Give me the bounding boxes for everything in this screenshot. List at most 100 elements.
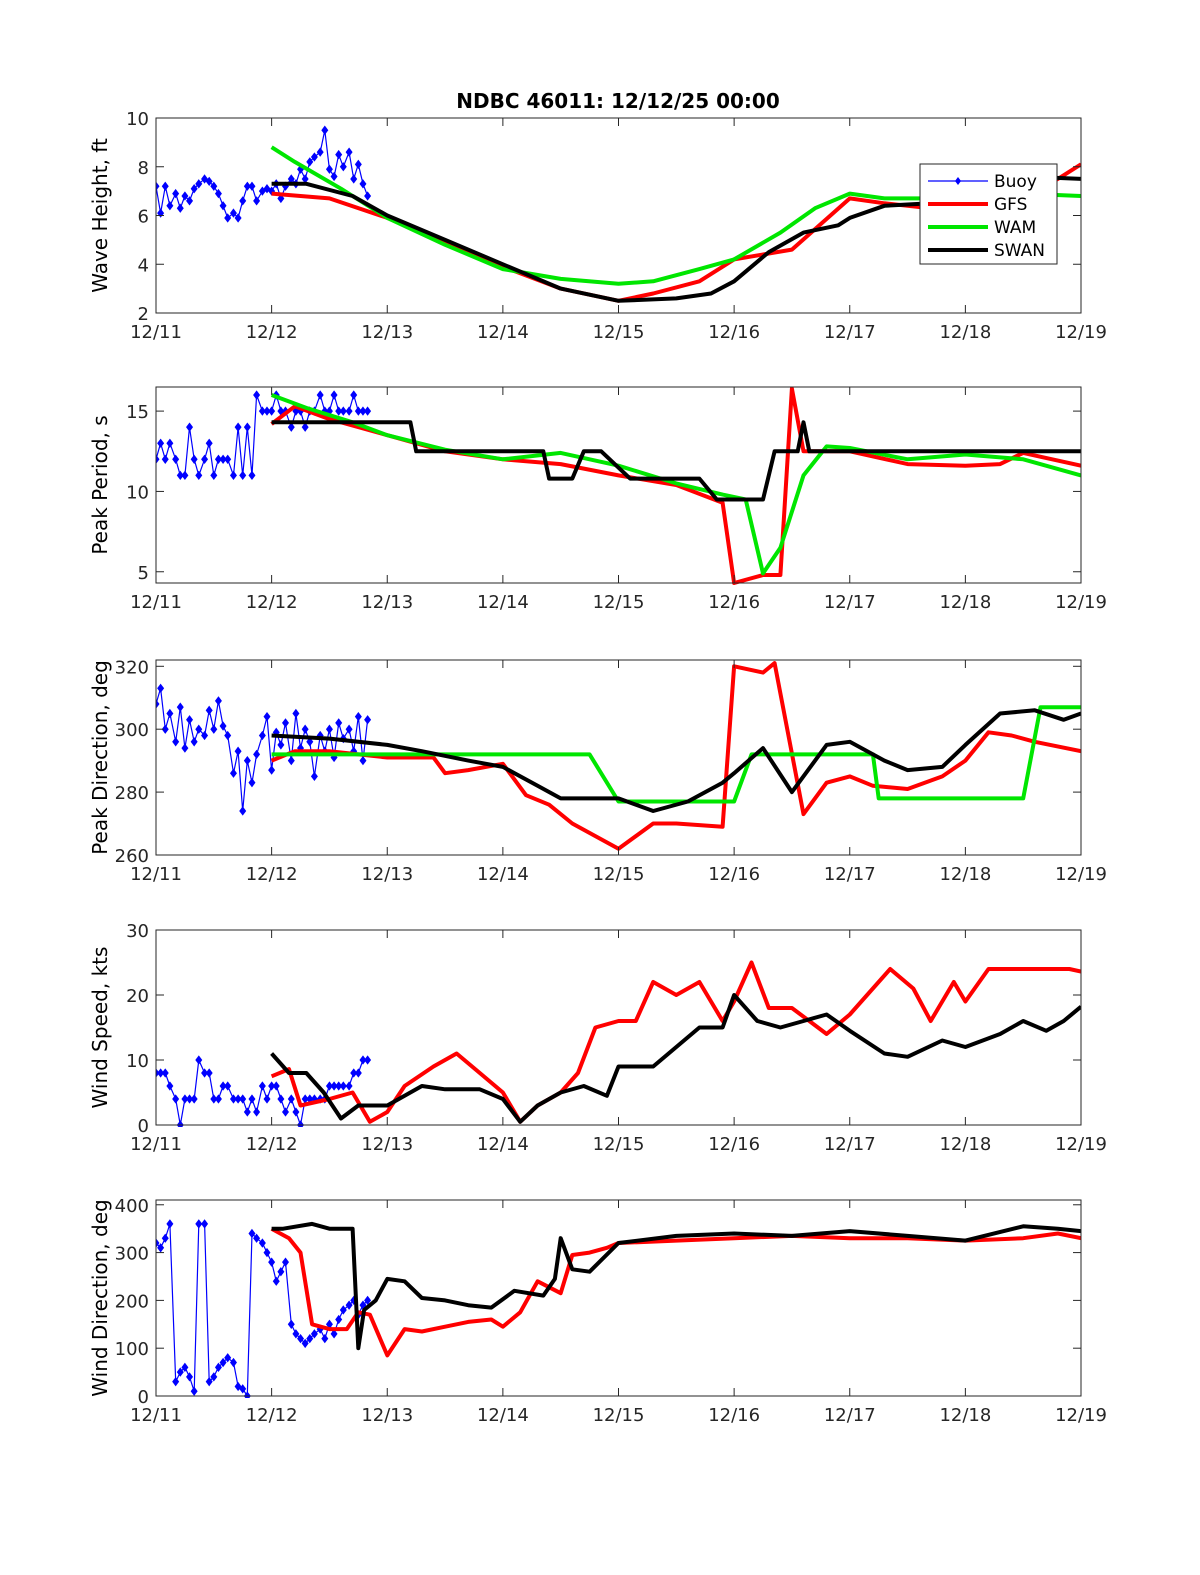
buoy-marker — [157, 208, 165, 218]
x-tick-label: 12/18 — [939, 592, 991, 613]
buoy-marker — [234, 1381, 242, 1392]
buoy-marker — [292, 406, 300, 416]
buoy-marker — [335, 1314, 343, 1325]
buoy-marker — [190, 737, 198, 747]
buoy-marker — [287, 755, 295, 766]
buoy-marker — [214, 696, 222, 706]
buoy-marker — [316, 390, 324, 400]
buoy-marker — [224, 213, 232, 223]
buoy-marker — [321, 125, 329, 135]
buoy-marker — [234, 746, 242, 756]
buoy-marker — [359, 1055, 367, 1065]
buoy-marker — [176, 470, 184, 481]
x-tick-label: 12/16 — [708, 322, 760, 343]
x-tick-label: 12/18 — [939, 1405, 991, 1426]
buoy-marker — [201, 730, 209, 741]
legend-label-buoy: Buoy — [994, 172, 1037, 192]
y-tick-label: 0 — [138, 1387, 149, 1408]
buoy-marker — [359, 179, 367, 189]
buoy-marker — [253, 390, 261, 400]
buoy-marker — [248, 181, 256, 191]
buoy-marker — [161, 454, 169, 464]
buoy-marker — [263, 406, 271, 416]
buoy-marker — [201, 454, 209, 464]
buoy-marker — [195, 1055, 203, 1065]
y-tick-label: 0 — [138, 1116, 149, 1137]
buoy-marker — [214, 1094, 222, 1104]
buoy-marker — [186, 422, 194, 432]
x-tick-label: 12/17 — [824, 592, 876, 613]
buoy-marker — [272, 1276, 280, 1286]
buoy-marker — [297, 1333, 305, 1344]
y-tick-label: 100 — [115, 1339, 149, 1360]
buoy-marker — [157, 1243, 165, 1253]
buoy-marker — [166, 438, 174, 448]
buoy-marker — [350, 1068, 358, 1078]
x-tick-label: 12/11 — [130, 1134, 182, 1155]
buoy-marker — [364, 406, 372, 416]
buoy-marker — [161, 1068, 169, 1078]
buoy-marker — [301, 724, 309, 734]
x-tick-label: 12/18 — [939, 864, 991, 885]
buoy-marker — [210, 724, 218, 734]
x-tick-label: 12/19 — [1055, 1134, 1107, 1155]
y-tick-label: 8 — [138, 158, 149, 179]
buoy-marker — [339, 406, 347, 416]
y-tick-label: 4 — [138, 255, 149, 276]
buoy-marker — [214, 188, 222, 199]
buoy-marker — [229, 208, 237, 218]
x-tick-label: 12/13 — [361, 592, 413, 613]
buoy-marker — [181, 1094, 189, 1104]
buoy-marker — [272, 1081, 280, 1091]
series-line-swan — [271, 708, 1081, 813]
x-tick-label: 12/15 — [593, 864, 645, 885]
x-tick-label: 12/11 — [130, 592, 182, 613]
x-tick-label: 12/12 — [246, 1405, 298, 1426]
y-axis-label: Wind Speed, kts — [88, 947, 112, 1109]
plot-area — [156, 387, 1081, 583]
buoy-marker — [176, 702, 184, 712]
y-tick-label: 5 — [138, 563, 149, 584]
x-tick-label: 12/13 — [361, 322, 413, 343]
series-line-gfs — [270, 1226, 1081, 1358]
x-tick-label: 12/12 — [246, 322, 298, 343]
buoy-marker — [268, 765, 276, 775]
buoy-marker — [181, 470, 189, 481]
buoy-marker — [345, 724, 353, 734]
buoy-marker — [345, 406, 353, 416]
buoy-marker — [277, 1094, 285, 1104]
legend-marker — [955, 177, 961, 185]
buoy-marker — [157, 683, 165, 693]
buoy-marker — [166, 1081, 174, 1091]
buoy-marker — [219, 1081, 227, 1091]
buoy-marker — [258, 1081, 266, 1091]
buoy-marker — [354, 711, 362, 722]
buoy-marker — [166, 201, 174, 211]
x-tick-label: 12/12 — [246, 1134, 298, 1155]
buoy-marker — [248, 1228, 256, 1239]
buoy-marker — [248, 777, 256, 788]
y-tick-label: 280 — [115, 783, 149, 804]
buoy-marker — [339, 162, 347, 172]
y-axis-label: Peak Period, s — [88, 415, 112, 554]
legend: Buoy GFS WAM SWAN — [919, 163, 1058, 265]
panel-height: 12/11 12/12 12/13 12/14 12/15 12/16 12/17 12/18… — [88, 109, 1107, 343]
buoy-marker — [161, 181, 169, 191]
buoy-marker — [310, 152, 318, 162]
buoy-marker — [201, 174, 209, 184]
buoy-marker — [166, 708, 174, 719]
buoy-marker — [205, 1068, 213, 1078]
x-tick-label: 12/14 — [477, 592, 529, 613]
panel-period: 12/11 12/12 12/13 12/14 12/15 12/16 12/17 12/18… — [88, 386, 1107, 613]
buoy-marker — [172, 1094, 180, 1104]
x-tick-label: 12/12 — [246, 592, 298, 613]
buoy-marker — [161, 1233, 169, 1243]
y-tick-label: 320 — [115, 657, 149, 678]
y-tick-label: 300 — [115, 1244, 149, 1265]
x-tick-label: 12/15 — [593, 1134, 645, 1155]
buoy-marker — [239, 806, 247, 816]
buoy-marker — [156, 181, 160, 191]
buoy-marker — [310, 771, 318, 782]
buoy-marker — [282, 1257, 289, 1267]
buoy-marker — [234, 422, 242, 432]
